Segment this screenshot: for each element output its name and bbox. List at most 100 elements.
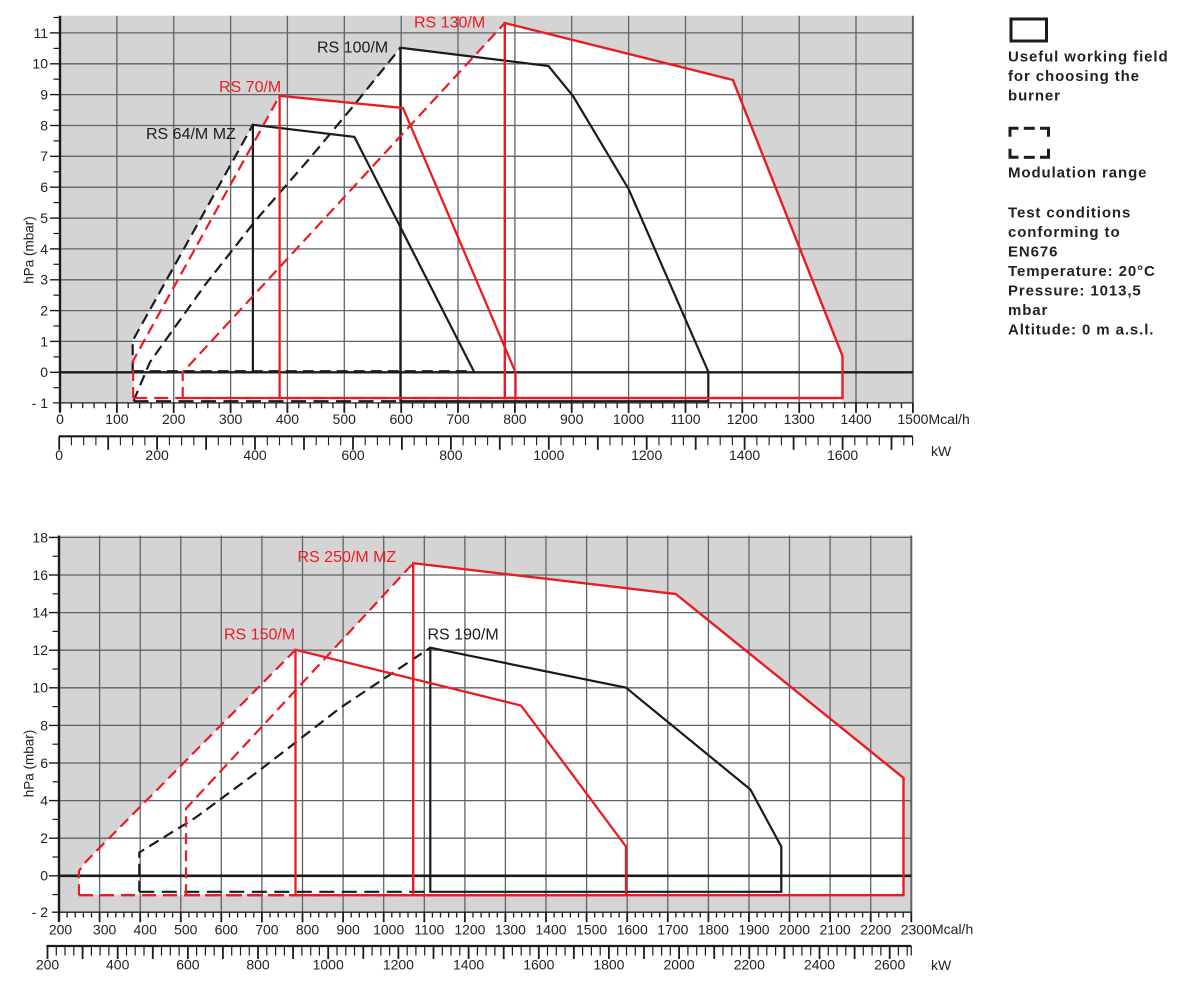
svg-text:1300: 1300	[495, 922, 526, 938]
svg-text:600: 600	[341, 447, 365, 463]
svg-text:RS 150/M: RS 150/M	[224, 627, 295, 644]
svg-text:600: 600	[390, 411, 414, 427]
svg-text:10: 10	[32, 680, 48, 696]
svg-text:11: 11	[33, 25, 48, 41]
svg-text:800: 800	[503, 411, 527, 427]
svg-text:800: 800	[246, 957, 270, 973]
svg-text:4: 4	[40, 241, 48, 257]
svg-text:18: 18	[32, 529, 48, 545]
svg-text:8: 8	[40, 717, 48, 733]
svg-text:900: 900	[336, 922, 360, 938]
svg-text:2200: 2200	[860, 922, 891, 938]
svg-text:7: 7	[40, 148, 48, 164]
svg-text:- 2: - 2	[32, 904, 49, 920]
svg-text:5: 5	[40, 210, 48, 226]
svg-text:hPa (mbar): hPa (mbar)	[22, 730, 37, 798]
svg-text:Modulation range: Modulation range	[1008, 165, 1147, 182]
svg-text:3: 3	[40, 272, 48, 288]
svg-text:1600: 1600	[827, 447, 858, 463]
svg-text:1: 1	[40, 333, 48, 349]
svg-text:for choosing the: for choosing the	[1008, 68, 1140, 85]
svg-text:400: 400	[276, 411, 300, 427]
svg-text:1100: 1100	[414, 922, 444, 938]
svg-text:1200: 1200	[454, 922, 485, 938]
svg-text:200: 200	[49, 922, 73, 938]
svg-text:Mcal/h: Mcal/h	[932, 921, 973, 937]
svg-text:RS 130/M: RS 130/M	[414, 15, 485, 32]
svg-text:Mcal/h: Mcal/h	[929, 411, 970, 427]
svg-text:9: 9	[40, 87, 48, 103]
svg-text:0: 0	[40, 364, 48, 380]
svg-text:500: 500	[174, 922, 198, 938]
svg-text:600: 600	[176, 957, 200, 973]
svg-text:1500: 1500	[897, 411, 928, 427]
svg-text:2200: 2200	[734, 957, 765, 973]
svg-text:800: 800	[439, 447, 463, 463]
svg-text:burner: burner	[1008, 88, 1061, 105]
svg-text:8: 8	[40, 117, 48, 133]
svg-text:2: 2	[40, 303, 48, 319]
svg-text:Altitude: 0 m a.s.l.: Altitude: 0 m a.s.l.	[1008, 322, 1154, 339]
svg-text:16: 16	[32, 567, 48, 583]
svg-text:RS 190/M: RS 190/M	[428, 627, 499, 644]
svg-text:500: 500	[333, 411, 357, 427]
svg-text:hPa (mbar): hPa (mbar)	[22, 216, 37, 284]
svg-text:12: 12	[32, 642, 48, 658]
svg-text:300: 300	[93, 922, 117, 938]
svg-text:1100: 1100	[670, 411, 700, 427]
svg-text:1000: 1000	[613, 411, 644, 427]
svg-text:2: 2	[40, 830, 48, 846]
svg-text:600: 600	[215, 922, 239, 938]
svg-text:10: 10	[32, 56, 48, 72]
svg-text:2000: 2000	[664, 957, 695, 973]
svg-text:1300: 1300	[784, 411, 815, 427]
svg-text:6: 6	[40, 755, 48, 771]
svg-text:2300: 2300	[901, 922, 932, 938]
svg-text:1800: 1800	[593, 957, 624, 973]
svg-text:1600: 1600	[523, 957, 554, 973]
svg-text:Useful working field: Useful working field	[1008, 49, 1169, 66]
svg-text:2600: 2600	[874, 957, 905, 973]
svg-text:Temperature: 20°C: Temperature: 20°C	[1008, 263, 1156, 280]
svg-text:200: 200	[145, 447, 169, 463]
svg-text:2400: 2400	[804, 957, 835, 973]
svg-text:700: 700	[255, 922, 279, 938]
svg-text:400: 400	[243, 447, 267, 463]
svg-text:200: 200	[162, 411, 186, 427]
svg-text:RS 64/M MZ: RS 64/M MZ	[146, 126, 236, 143]
svg-text:2000: 2000	[779, 922, 810, 938]
svg-text:2100: 2100	[820, 922, 851, 938]
svg-text:kW: kW	[931, 957, 952, 973]
svg-text:0: 0	[55, 447, 63, 463]
svg-text:1000: 1000	[373, 922, 404, 938]
svg-text:700: 700	[446, 411, 470, 427]
svg-text:1200: 1200	[383, 957, 414, 973]
svg-text:6: 6	[40, 179, 48, 195]
svg-text:RS 70/M: RS 70/M	[219, 79, 281, 96]
svg-text:1900: 1900	[738, 922, 769, 938]
svg-text:800: 800	[296, 922, 320, 938]
svg-text:kW: kW	[931, 443, 952, 459]
svg-text:1000: 1000	[313, 957, 344, 973]
svg-text:1700: 1700	[657, 922, 688, 938]
svg-text:1400: 1400	[840, 411, 871, 427]
svg-text:RS 250/M MZ: RS 250/M MZ	[298, 549, 397, 566]
svg-text:1800: 1800	[698, 922, 729, 938]
svg-text:conforming to: conforming to	[1008, 224, 1121, 241]
svg-text:- 1: - 1	[32, 395, 49, 411]
svg-text:100: 100	[105, 411, 129, 427]
svg-text:1200: 1200	[631, 447, 662, 463]
svg-text:200: 200	[36, 957, 60, 973]
svg-text:900: 900	[560, 411, 584, 427]
svg-text:1600: 1600	[617, 922, 648, 938]
svg-text:4: 4	[40, 793, 48, 809]
svg-text:400: 400	[134, 922, 158, 938]
svg-text:1200: 1200	[727, 411, 758, 427]
svg-text:1400: 1400	[453, 957, 484, 973]
svg-text:400: 400	[106, 957, 130, 973]
svg-text:14: 14	[32, 605, 48, 621]
svg-text:RS 100/M: RS 100/M	[317, 40, 388, 57]
svg-text:1000: 1000	[533, 447, 564, 463]
svg-text:0: 0	[56, 411, 64, 427]
svg-text:Pressure: 1013,5: Pressure: 1013,5	[1008, 283, 1142, 300]
